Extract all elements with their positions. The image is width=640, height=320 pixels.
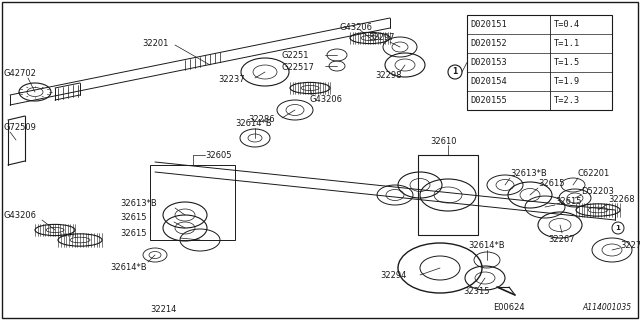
Text: 32286: 32286	[248, 116, 275, 124]
Text: A114001035: A114001035	[583, 303, 632, 312]
Text: G2251: G2251	[282, 51, 310, 60]
Text: 32613*B: 32613*B	[120, 199, 157, 209]
Text: 32614*B: 32614*B	[235, 119, 271, 129]
Text: D020152: D020152	[470, 39, 507, 48]
Text: D52203: D52203	[581, 187, 614, 196]
Text: 32214: 32214	[150, 306, 177, 315]
Text: T=1.1: T=1.1	[554, 39, 580, 48]
Text: 32615: 32615	[120, 213, 147, 222]
Text: 32237: 32237	[218, 76, 244, 84]
Text: 32615: 32615	[120, 229, 147, 238]
Text: 32614*B: 32614*B	[110, 263, 147, 273]
Bar	[467, 15, 612, 110]
Text: T=0.4: T=0.4	[554, 20, 580, 29]
Text: 32614*B: 32614*B	[468, 242, 504, 251]
Text: 32267: 32267	[548, 236, 575, 244]
Text: 32298: 32298	[375, 71, 401, 81]
Text: 32201: 32201	[142, 38, 168, 47]
Text: 32271: 32271	[620, 241, 640, 250]
Text: G43206: G43206	[4, 212, 37, 220]
Text: 32613*B: 32613*B	[510, 170, 547, 179]
Text: G43206: G43206	[340, 23, 373, 33]
Text: 32294: 32294	[380, 270, 406, 279]
Text: D020154: D020154	[470, 77, 507, 86]
Text: G22517: G22517	[282, 63, 315, 73]
Text: 32615: 32615	[538, 180, 564, 188]
Text: D020153: D020153	[470, 58, 507, 67]
Text: D020155: D020155	[470, 96, 507, 105]
Text: T=1.5: T=1.5	[554, 58, 580, 67]
Text: 32297: 32297	[368, 34, 394, 43]
Text: D020151: D020151	[470, 20, 507, 29]
Text: E00624: E00624	[493, 303, 525, 313]
Text: 32605: 32605	[205, 150, 232, 159]
Bar	[150, 165, 235, 240]
Text: T=2.3: T=2.3	[554, 96, 580, 105]
Text: 1: 1	[616, 225, 620, 231]
Text: C62201: C62201	[578, 170, 611, 179]
Text: 32315: 32315	[463, 287, 490, 297]
Text: G42702: G42702	[4, 69, 37, 78]
Text: G72509: G72509	[4, 124, 37, 132]
Text: G43206: G43206	[310, 95, 343, 105]
Bar	[418, 155, 478, 235]
Text: 32610: 32610	[430, 138, 456, 147]
Text: T=1.9: T=1.9	[554, 77, 580, 86]
Text: 32615: 32615	[555, 197, 582, 206]
Text: 32268: 32268	[608, 196, 635, 204]
Text: 1: 1	[452, 68, 458, 76]
